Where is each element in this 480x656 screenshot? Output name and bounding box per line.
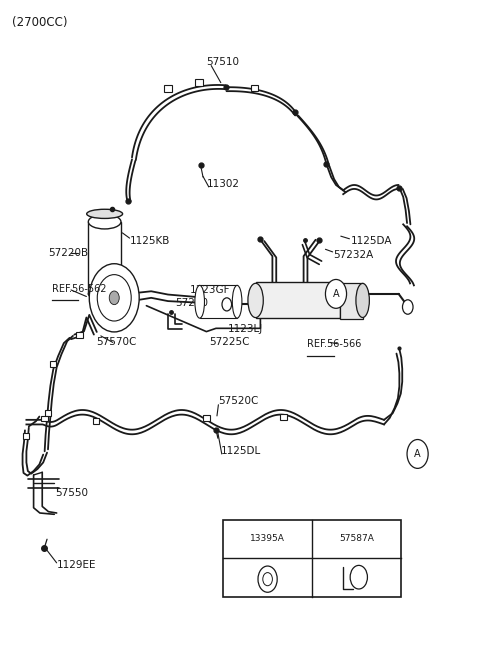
Bar — [50, 361, 56, 367]
Bar — [164, 85, 172, 92]
Text: A: A — [333, 289, 339, 299]
Bar — [41, 416, 48, 422]
Text: 57280: 57280 — [175, 298, 208, 308]
Text: (2700CC): (2700CC) — [12, 16, 68, 30]
Bar — [340, 283, 363, 319]
Text: 1129EE: 1129EE — [57, 560, 96, 571]
Text: REF.56-562: REF.56-562 — [52, 283, 107, 294]
Circle shape — [350, 565, 368, 589]
Text: 13395A: 13395A — [250, 535, 285, 543]
Text: 57587A: 57587A — [339, 535, 374, 543]
Circle shape — [325, 279, 347, 308]
Circle shape — [402, 300, 413, 314]
Text: 57570C: 57570C — [96, 337, 136, 348]
Text: 57520C: 57520C — [218, 396, 259, 407]
Text: 1123GF: 1123GF — [190, 285, 230, 295]
Text: 57232A: 57232A — [334, 249, 374, 260]
Ellipse shape — [88, 288, 121, 300]
Bar — [255, 282, 340, 318]
Ellipse shape — [356, 283, 370, 318]
Circle shape — [258, 566, 277, 592]
Text: 11302: 11302 — [206, 178, 240, 189]
Bar — [280, 414, 287, 420]
Bar — [93, 419, 99, 424]
Bar — [251, 85, 258, 91]
Text: 57550: 57550 — [55, 488, 88, 499]
Ellipse shape — [232, 285, 242, 318]
Bar — [195, 79, 203, 86]
Text: 57225C: 57225C — [209, 337, 249, 348]
Text: 57510: 57510 — [206, 57, 240, 68]
Text: 1123LJ: 1123LJ — [228, 324, 263, 335]
Bar — [200, 285, 237, 318]
Text: 1125DL: 1125DL — [221, 446, 261, 457]
Ellipse shape — [87, 209, 122, 218]
Text: A: A — [414, 449, 421, 459]
Bar — [88, 222, 121, 294]
Bar — [223, 520, 401, 597]
Ellipse shape — [88, 215, 121, 229]
Text: REF.56-566: REF.56-566 — [307, 339, 361, 350]
Text: 1125KB: 1125KB — [130, 236, 170, 247]
Ellipse shape — [195, 285, 204, 318]
Circle shape — [407, 440, 428, 468]
Circle shape — [89, 264, 139, 332]
Text: 1125DA: 1125DA — [350, 236, 392, 247]
Bar — [203, 415, 210, 421]
Ellipse shape — [248, 283, 263, 318]
Bar — [75, 332, 83, 337]
Bar — [23, 433, 29, 440]
Circle shape — [109, 291, 119, 304]
Text: 57220B: 57220B — [48, 247, 88, 258]
Bar — [45, 411, 51, 417]
Circle shape — [222, 298, 232, 311]
